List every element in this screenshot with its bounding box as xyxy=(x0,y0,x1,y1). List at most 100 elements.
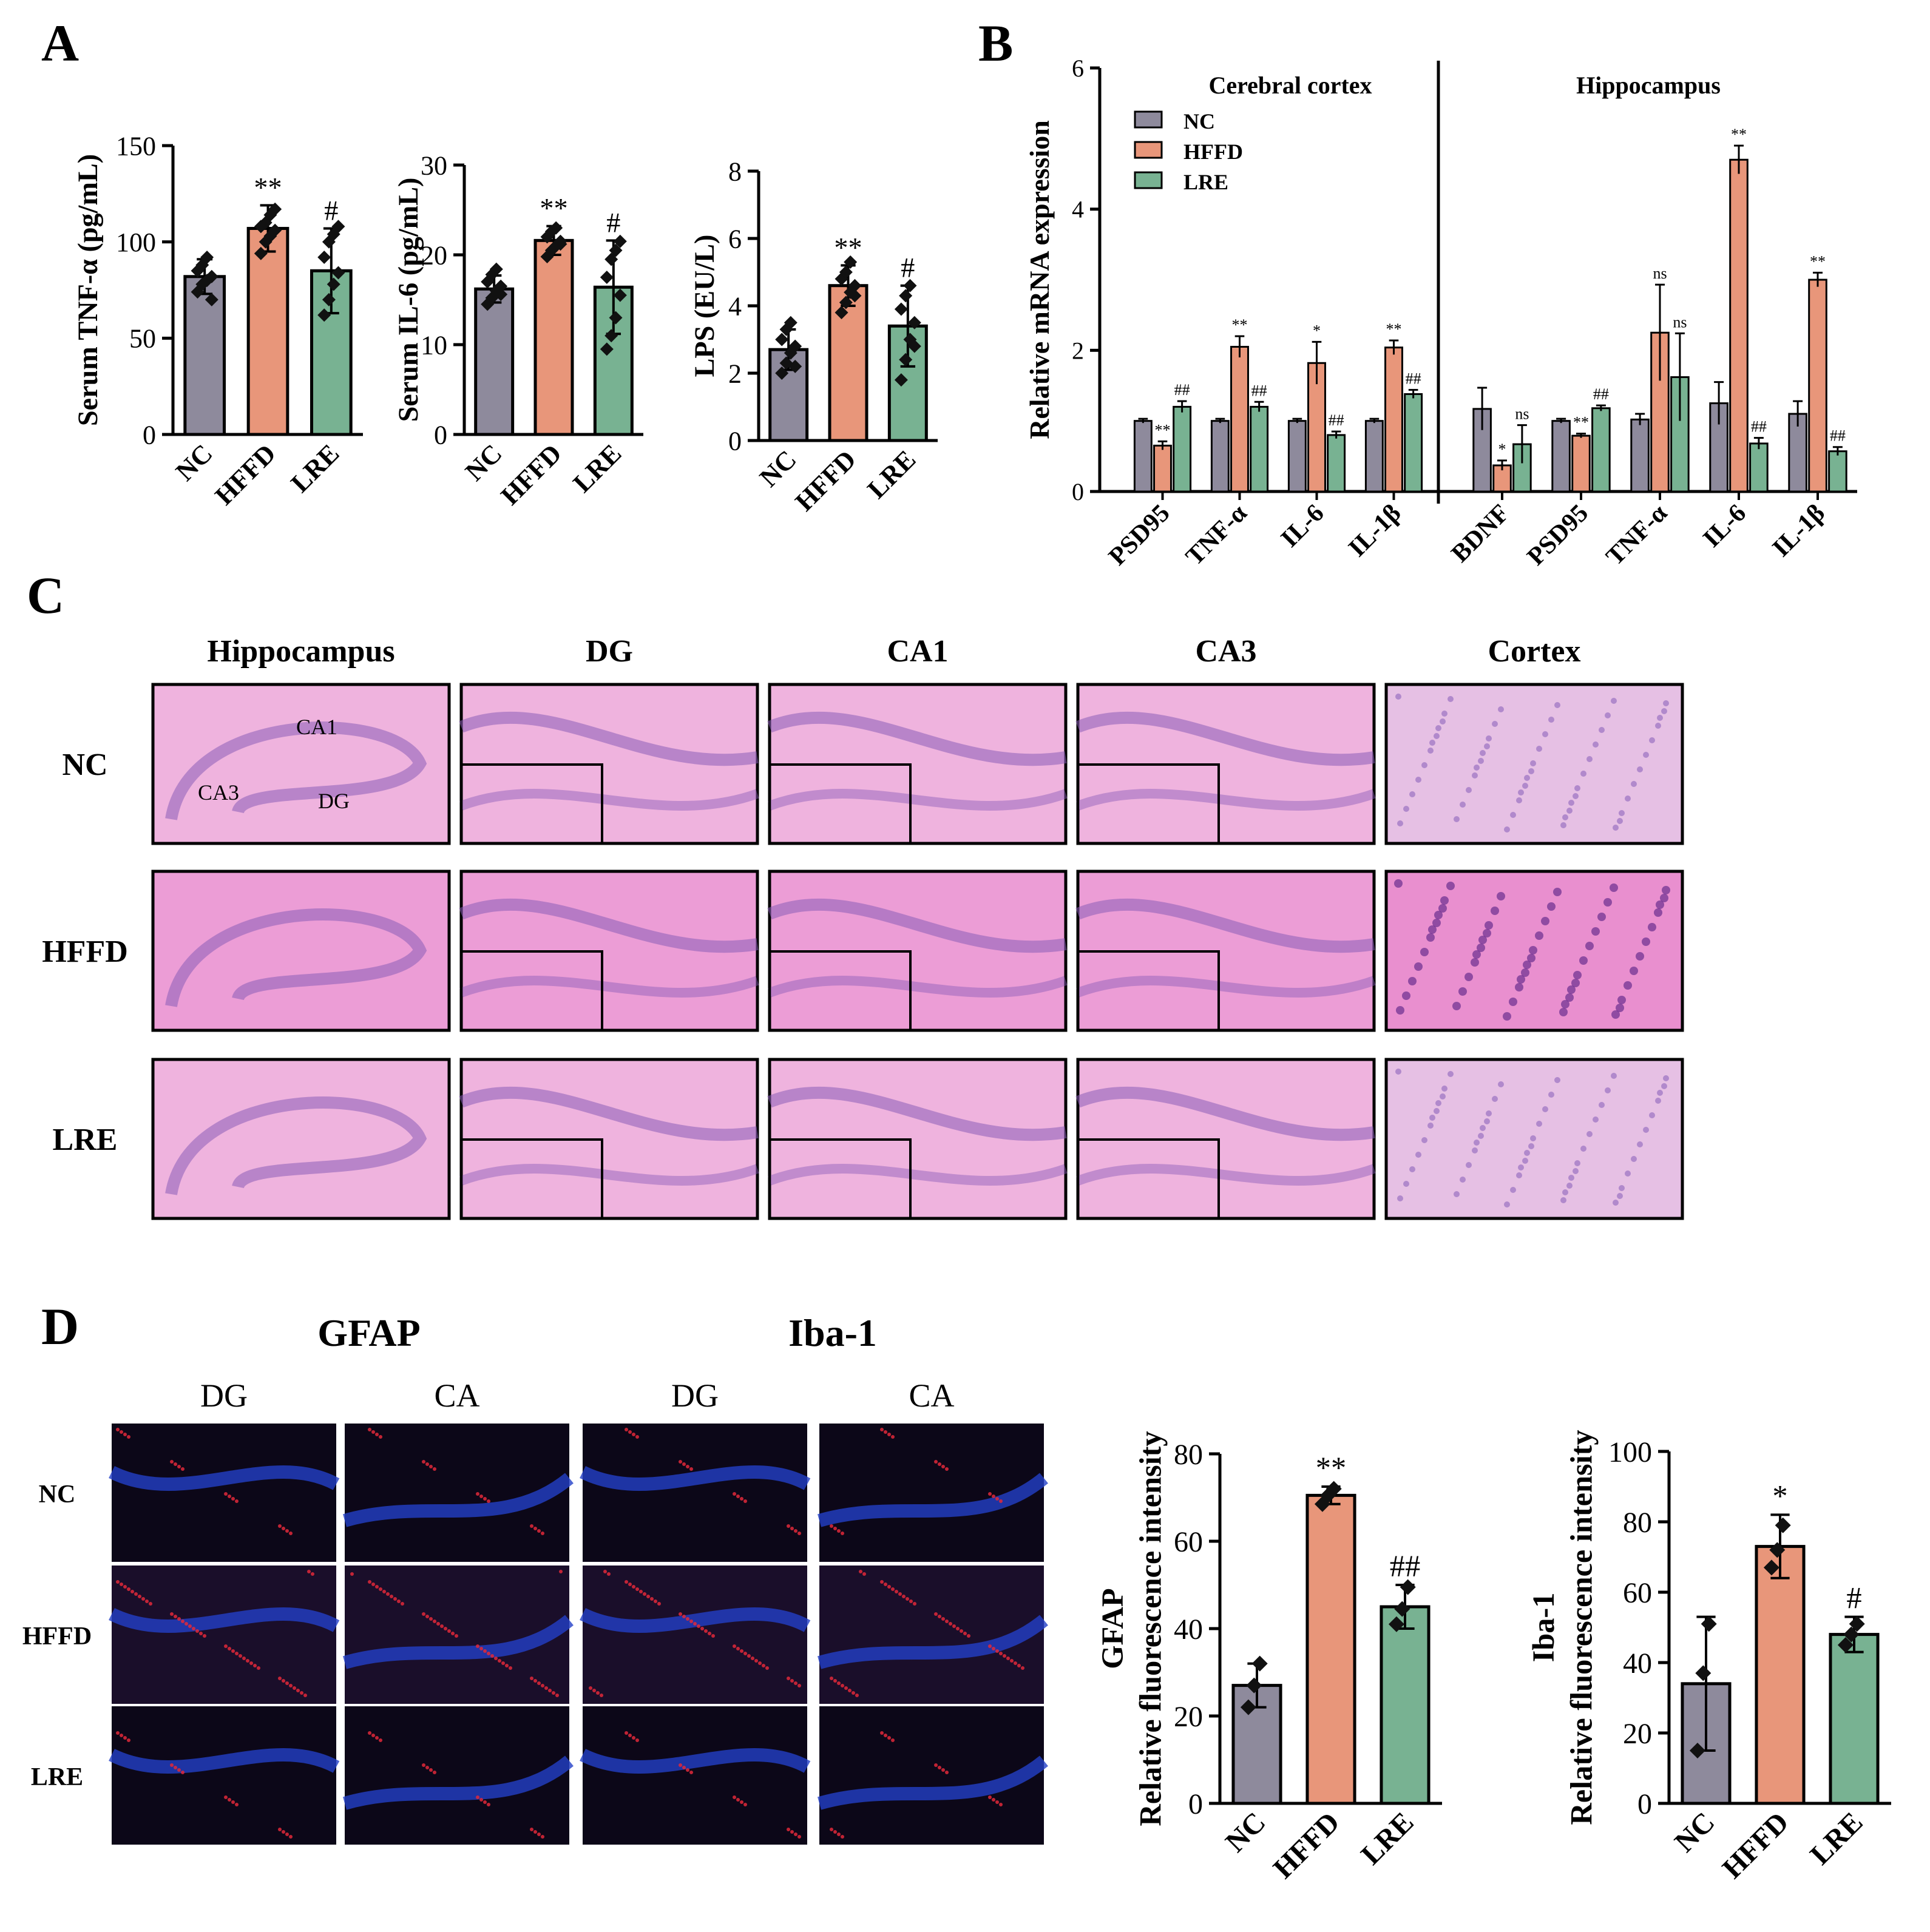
data-point xyxy=(600,271,614,284)
marker-signal xyxy=(884,1734,887,1737)
histology-grid: Hippocampus DG CA1 CA3 Cortex NC CA1 CA3 DG HFFD L… xyxy=(42,634,1684,1220)
neuron-cell xyxy=(1625,795,1631,802)
neuron-cell xyxy=(1566,808,1573,814)
marker-signal xyxy=(967,1634,970,1638)
cell-layer xyxy=(459,789,759,811)
marker-signal xyxy=(743,1652,747,1655)
marker-signal xyxy=(235,1803,239,1806)
bar-lre xyxy=(1829,1633,1880,1805)
bar-nc xyxy=(183,275,226,436)
marker-signal xyxy=(887,1736,891,1740)
y-tick-label: 10 xyxy=(421,330,447,360)
chart-relative-mrna: 0 2 4 6 Relative mRNA expression NC HFFD LRE Cer… xyxy=(1024,55,1857,571)
marker-signal xyxy=(956,1627,960,1630)
neuron-cell xyxy=(1472,950,1481,959)
marker-signal xyxy=(231,1497,235,1501)
neuron-cell xyxy=(1663,700,1669,706)
y-axis-label: Relative fluorescence intensity xyxy=(1564,1430,1598,1825)
marker-signal xyxy=(635,1587,639,1591)
marker-signal xyxy=(282,1679,285,1683)
y-tick-label: 20 xyxy=(421,240,447,270)
neuron-cell xyxy=(1458,987,1467,996)
marker-signal xyxy=(185,1622,188,1626)
bar-hffd xyxy=(533,238,574,436)
marker-signal xyxy=(945,1771,949,1774)
marker-signal xyxy=(444,1627,447,1630)
neuron-cell xyxy=(1524,775,1530,781)
marker-signal xyxy=(501,1661,505,1665)
neuron-cell xyxy=(1427,748,1434,754)
neuron-cell xyxy=(1409,1166,1415,1172)
marker-signal xyxy=(134,1592,138,1596)
x-tick-label: LRE xyxy=(567,438,628,498)
cell-layer xyxy=(459,1164,759,1186)
marker-signal xyxy=(181,1771,185,1774)
chart-iba1-intensity: 0 20 40 60 80 100 Iba-1 Relative fluorescence i… xyxy=(1526,1430,1891,1885)
histology-row-label: NC xyxy=(62,748,107,782)
inset-box xyxy=(1077,763,1220,845)
marker-signal xyxy=(794,1529,797,1533)
marker-signal xyxy=(509,1666,512,1670)
cell-layer xyxy=(165,721,427,820)
marker-signal xyxy=(941,1617,945,1621)
inset-box xyxy=(1077,950,1220,1032)
marker-signal xyxy=(483,1649,487,1653)
neuron-cell xyxy=(1619,1185,1625,1191)
neuron-cell xyxy=(1542,1106,1548,1112)
marker-signal xyxy=(422,1612,425,1616)
marker-signal xyxy=(249,1661,253,1665)
data-point xyxy=(331,266,345,280)
x-tick-label: TNF-α xyxy=(1180,499,1253,571)
neuron-cell xyxy=(1480,1125,1486,1131)
region-label-ca3: CA3 xyxy=(198,780,239,805)
y-tick-label: 40 xyxy=(1174,1613,1203,1646)
marker-signal xyxy=(235,1652,239,1655)
marker-signal xyxy=(307,1570,311,1573)
data-point xyxy=(609,243,623,257)
marker-signal xyxy=(625,1580,628,1584)
data-point xyxy=(1701,1616,1717,1632)
neuron-cell xyxy=(1591,927,1600,936)
marker-signal xyxy=(541,1835,544,1839)
region-label-ca1: CA1 xyxy=(296,715,337,739)
marker-signal xyxy=(498,1659,501,1663)
marker-signal xyxy=(596,1691,600,1695)
marker-signal xyxy=(880,1428,884,1431)
marker-signal xyxy=(530,1524,533,1528)
marker-signal xyxy=(379,1435,382,1439)
marker-signal xyxy=(533,1830,537,1834)
fluorescence-image xyxy=(819,1566,1044,1704)
neuron-cell xyxy=(1619,810,1625,816)
marker-signal xyxy=(368,1580,371,1584)
marker-signal xyxy=(487,1652,490,1655)
marker-signal xyxy=(646,1595,650,1598)
neuron-cell xyxy=(1472,772,1478,779)
neuron-cell xyxy=(1509,998,1517,1006)
neuron-cell xyxy=(1478,1133,1484,1139)
section-title: Cerebral cortex xyxy=(1208,72,1372,99)
y-tick-label: 0 xyxy=(1188,1788,1203,1820)
marker-signal xyxy=(141,1597,145,1601)
data-point xyxy=(1388,1616,1404,1632)
neuron-cell xyxy=(1643,1127,1649,1133)
neuron-cell xyxy=(1548,717,1554,723)
marker-signal xyxy=(887,1433,891,1436)
marker-signal xyxy=(682,1766,686,1769)
marker-signal xyxy=(130,1590,134,1593)
cell-layer xyxy=(165,908,427,1007)
bar-hffd xyxy=(1755,1545,1806,1805)
marker-signal xyxy=(837,1681,841,1685)
neuron-cell xyxy=(1395,694,1401,700)
legend-label: LRE xyxy=(1183,170,1228,194)
marker-signal xyxy=(837,1832,841,1836)
marker-signal xyxy=(862,1572,866,1576)
neuron-cell xyxy=(1568,1175,1574,1181)
marker-signal xyxy=(852,1691,855,1695)
marker-signal xyxy=(884,1582,887,1586)
neuron-cell xyxy=(1441,711,1448,717)
marker-signal xyxy=(1006,1657,1010,1660)
neuron-cell xyxy=(1567,985,1576,994)
marker-signal xyxy=(632,1433,635,1436)
neuron-cell xyxy=(1530,760,1536,766)
marker-signal xyxy=(999,1652,1003,1655)
